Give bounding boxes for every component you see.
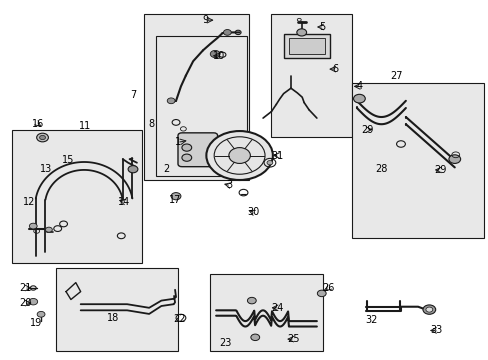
Text: 28: 28: [374, 164, 387, 174]
Text: 15: 15: [62, 155, 75, 165]
Text: 1: 1: [175, 137, 181, 147]
Circle shape: [448, 155, 460, 163]
Text: 31: 31: [271, 150, 284, 161]
Text: 9: 9: [202, 15, 208, 25]
Bar: [288, 38, 325, 54]
Circle shape: [228, 148, 250, 163]
Circle shape: [40, 135, 45, 140]
Circle shape: [206, 131, 272, 180]
Text: 7: 7: [130, 90, 136, 100]
Text: 32: 32: [365, 315, 377, 325]
Text: 29: 29: [361, 125, 373, 135]
Text: 25: 25: [286, 334, 299, 344]
Text: 11: 11: [79, 121, 92, 131]
Circle shape: [296, 29, 306, 36]
Circle shape: [167, 98, 175, 104]
Text: 5: 5: [319, 22, 325, 32]
Text: 19: 19: [29, 318, 42, 328]
Circle shape: [425, 307, 432, 312]
Text: 4: 4: [356, 81, 362, 91]
Text: 12: 12: [23, 197, 36, 207]
Circle shape: [45, 227, 52, 232]
Bar: [144, 14, 249, 180]
Circle shape: [250, 334, 259, 341]
Text: 3: 3: [226, 180, 232, 190]
Circle shape: [29, 298, 38, 305]
Circle shape: [171, 193, 181, 200]
Text: 27: 27: [389, 71, 402, 81]
Circle shape: [266, 161, 272, 165]
Text: 2: 2: [163, 164, 169, 174]
Text: 16: 16: [32, 119, 44, 129]
Text: 8: 8: [148, 119, 154, 129]
Circle shape: [29, 223, 37, 229]
FancyBboxPatch shape: [178, 133, 217, 167]
Bar: [351, 83, 483, 238]
Text: 20: 20: [19, 298, 32, 308]
Bar: [283, 34, 329, 58]
Bar: [56, 268, 178, 351]
Text: 17: 17: [168, 195, 181, 205]
Bar: [12, 130, 142, 263]
Text: 18: 18: [107, 312, 120, 323]
Circle shape: [37, 311, 45, 317]
Text: 22: 22: [173, 314, 186, 324]
Text: 26: 26: [322, 283, 334, 293]
Circle shape: [422, 305, 435, 314]
Circle shape: [182, 154, 191, 161]
Text: 23: 23: [218, 338, 231, 348]
Circle shape: [317, 290, 325, 297]
Text: 24: 24: [271, 303, 284, 313]
Text: 14: 14: [117, 197, 130, 207]
Text: 33: 33: [429, 325, 442, 336]
Circle shape: [37, 133, 48, 142]
Bar: [271, 14, 351, 137]
Text: 13: 13: [40, 164, 53, 174]
Bar: [210, 274, 322, 351]
Bar: [156, 36, 246, 176]
Circle shape: [223, 30, 231, 35]
Text: 6: 6: [331, 64, 337, 74]
Circle shape: [210, 50, 220, 58]
Circle shape: [247, 297, 256, 304]
Circle shape: [128, 166, 138, 173]
Text: 30: 30: [246, 207, 259, 217]
Text: 29: 29: [433, 165, 446, 175]
Text: 21: 21: [19, 283, 32, 293]
Circle shape: [353, 94, 365, 103]
Circle shape: [182, 144, 191, 151]
Text: 10: 10: [212, 51, 225, 61]
